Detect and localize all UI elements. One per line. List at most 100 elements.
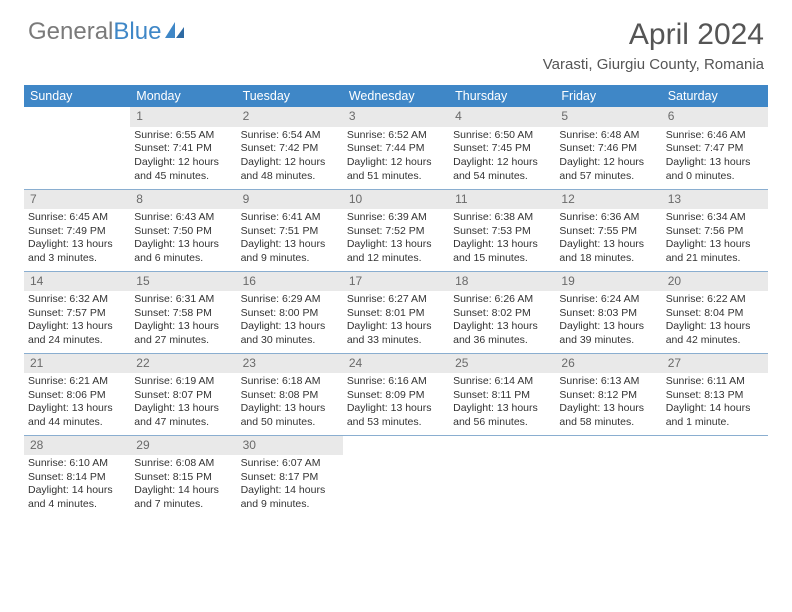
calendar-cell: 18Sunrise: 6:26 AMSunset: 8:02 PMDayligh…: [449, 271, 555, 353]
day-number: 3: [343, 107, 449, 127]
calendar-cell: 10Sunrise: 6:39 AMSunset: 7:52 PMDayligh…: [343, 189, 449, 271]
day-number: 15: [130, 272, 236, 292]
day-number: 20: [662, 272, 768, 292]
calendar-cell: 1Sunrise: 6:55 AMSunset: 7:41 PMDaylight…: [130, 107, 236, 189]
calendar-cell: 28Sunrise: 6:10 AMSunset: 8:14 PMDayligh…: [24, 435, 130, 517]
calendar-cell: ..: [662, 435, 768, 517]
day-number: 8: [130, 190, 236, 210]
day-body: Sunrise: 6:10 AMSunset: 8:14 PMDaylight:…: [24, 455, 130, 516]
logo: GeneralBlue: [28, 18, 186, 46]
day-body: Sunrise: 6:27 AMSunset: 8:01 PMDaylight:…: [343, 291, 449, 352]
day-number: 10: [343, 190, 449, 210]
day-body: Sunrise: 6:11 AMSunset: 8:13 PMDaylight:…: [662, 373, 768, 434]
day-body: Sunrise: 6:08 AMSunset: 8:15 PMDaylight:…: [130, 455, 236, 516]
calendar-cell: 24Sunrise: 6:16 AMSunset: 8:09 PMDayligh…: [343, 353, 449, 435]
calendar-cell: ..: [343, 435, 449, 517]
day-number: 29: [130, 436, 236, 456]
day-number: 24: [343, 354, 449, 374]
day-number: 27: [662, 354, 768, 374]
day-body: Sunrise: 6:48 AMSunset: 7:46 PMDaylight:…: [555, 127, 661, 188]
logo-text-blue: Blue: [113, 18, 161, 45]
day-body: Sunrise: 6:14 AMSunset: 8:11 PMDaylight:…: [449, 373, 555, 434]
day-number: 13: [662, 190, 768, 210]
day-body: Sunrise: 6:13 AMSunset: 8:12 PMDaylight:…: [555, 373, 661, 434]
day-header: Saturday: [662, 85, 768, 107]
day-header: Wednesday: [343, 85, 449, 107]
day-body: Sunrise: 6:54 AMSunset: 7:42 PMDaylight:…: [237, 127, 343, 188]
calendar-cell: ..: [449, 435, 555, 517]
calendar-cell: 2Sunrise: 6:54 AMSunset: 7:42 PMDaylight…: [237, 107, 343, 189]
calendar-table: SundayMondayTuesdayWednesdayThursdayFrid…: [24, 85, 768, 517]
day-body: Sunrise: 6:41 AMSunset: 7:51 PMDaylight:…: [237, 209, 343, 270]
day-body: Sunrise: 6:39 AMSunset: 7:52 PMDaylight:…: [343, 209, 449, 270]
day-number: 12: [555, 190, 661, 210]
calendar-cell: 5Sunrise: 6:48 AMSunset: 7:46 PMDaylight…: [555, 107, 661, 189]
day-number: 28: [24, 436, 130, 456]
day-body: Sunrise: 6:31 AMSunset: 7:58 PMDaylight:…: [130, 291, 236, 352]
day-number: 11: [449, 190, 555, 210]
calendar-cell: 27Sunrise: 6:11 AMSunset: 8:13 PMDayligh…: [662, 353, 768, 435]
day-body: Sunrise: 6:55 AMSunset: 7:41 PMDaylight:…: [130, 127, 236, 188]
calendar-cell: 26Sunrise: 6:13 AMSunset: 8:12 PMDayligh…: [555, 353, 661, 435]
calendar-cell: 25Sunrise: 6:14 AMSunset: 8:11 PMDayligh…: [449, 353, 555, 435]
day-body: Sunrise: 6:24 AMSunset: 8:03 PMDaylight:…: [555, 291, 661, 352]
calendar-cell: 4Sunrise: 6:50 AMSunset: 7:45 PMDaylight…: [449, 107, 555, 189]
day-body: Sunrise: 6:26 AMSunset: 8:02 PMDaylight:…: [449, 291, 555, 352]
calendar-head: SundayMondayTuesdayWednesdayThursdayFrid…: [24, 85, 768, 107]
day-number: 23: [237, 354, 343, 374]
calendar-cell: 17Sunrise: 6:27 AMSunset: 8:01 PMDayligh…: [343, 271, 449, 353]
calendar-cell: 11Sunrise: 6:38 AMSunset: 7:53 PMDayligh…: [449, 189, 555, 271]
day-body: Sunrise: 6:19 AMSunset: 8:07 PMDaylight:…: [130, 373, 236, 434]
calendar-cell: ..: [555, 435, 661, 517]
calendar-body: ..1Sunrise: 6:55 AMSunset: 7:41 PMDaylig…: [24, 107, 768, 517]
day-number: 2: [237, 107, 343, 127]
day-header: Friday: [555, 85, 661, 107]
calendar-cell: 13Sunrise: 6:34 AMSunset: 7:56 PMDayligh…: [662, 189, 768, 271]
day-body: Sunrise: 6:16 AMSunset: 8:09 PMDaylight:…: [343, 373, 449, 434]
day-body: Sunrise: 6:22 AMSunset: 8:04 PMDaylight:…: [662, 291, 768, 352]
day-number: 1: [130, 107, 236, 127]
day-body: Sunrise: 6:38 AMSunset: 7:53 PMDaylight:…: [449, 209, 555, 270]
day-body: Sunrise: 6:29 AMSunset: 8:00 PMDaylight:…: [237, 291, 343, 352]
location: Varasti, Giurgiu County, Romania: [543, 56, 764, 73]
calendar-cell: 14Sunrise: 6:32 AMSunset: 7:57 PMDayligh…: [24, 271, 130, 353]
day-number: 19: [555, 272, 661, 292]
day-body: Sunrise: 6:07 AMSunset: 8:17 PMDaylight:…: [237, 455, 343, 516]
calendar-cell: 9Sunrise: 6:41 AMSunset: 7:51 PMDaylight…: [237, 189, 343, 271]
calendar-cell: 6Sunrise: 6:46 AMSunset: 7:47 PMDaylight…: [662, 107, 768, 189]
calendar-cell: 29Sunrise: 6:08 AMSunset: 8:15 PMDayligh…: [130, 435, 236, 517]
calendar-cell: 21Sunrise: 6:21 AMSunset: 8:06 PMDayligh…: [24, 353, 130, 435]
day-number: 26: [555, 354, 661, 374]
calendar-cell: 12Sunrise: 6:36 AMSunset: 7:55 PMDayligh…: [555, 189, 661, 271]
logo-text-general: General: [28, 18, 113, 46]
day-body: Sunrise: 6:21 AMSunset: 8:06 PMDaylight:…: [24, 373, 130, 434]
calendar-cell: 16Sunrise: 6:29 AMSunset: 8:00 PMDayligh…: [237, 271, 343, 353]
day-body: Sunrise: 6:50 AMSunset: 7:45 PMDaylight:…: [449, 127, 555, 188]
day-body: Sunrise: 6:36 AMSunset: 7:55 PMDaylight:…: [555, 209, 661, 270]
day-number: 5: [555, 107, 661, 127]
logo-sail-icon: [164, 21, 186, 39]
day-body: Sunrise: 6:18 AMSunset: 8:08 PMDaylight:…: [237, 373, 343, 434]
day-number: 18: [449, 272, 555, 292]
day-number: 7: [24, 190, 130, 210]
day-number: 6: [662, 107, 768, 127]
calendar-cell: 19Sunrise: 6:24 AMSunset: 8:03 PMDayligh…: [555, 271, 661, 353]
day-number: 30: [237, 436, 343, 456]
calendar-cell: 20Sunrise: 6:22 AMSunset: 8:04 PMDayligh…: [662, 271, 768, 353]
day-number: 14: [24, 272, 130, 292]
day-number: 9: [237, 190, 343, 210]
day-number: 4: [449, 107, 555, 127]
calendar-cell: 22Sunrise: 6:19 AMSunset: 8:07 PMDayligh…: [130, 353, 236, 435]
calendar-cell: 8Sunrise: 6:43 AMSunset: 7:50 PMDaylight…: [130, 189, 236, 271]
title-block: April 2024 Varasti, Giurgiu County, Roma…: [543, 18, 764, 73]
calendar-cell: 7Sunrise: 6:45 AMSunset: 7:49 PMDaylight…: [24, 189, 130, 271]
calendar-cell: ..: [24, 107, 130, 189]
month-title: April 2024: [543, 18, 764, 52]
calendar-cell: 23Sunrise: 6:18 AMSunset: 8:08 PMDayligh…: [237, 353, 343, 435]
day-body: Sunrise: 6:45 AMSunset: 7:49 PMDaylight:…: [24, 209, 130, 270]
calendar-cell: 3Sunrise: 6:52 AMSunset: 7:44 PMDaylight…: [343, 107, 449, 189]
day-header: Tuesday: [237, 85, 343, 107]
day-body: Sunrise: 6:43 AMSunset: 7:50 PMDaylight:…: [130, 209, 236, 270]
calendar-cell: 15Sunrise: 6:31 AMSunset: 7:58 PMDayligh…: [130, 271, 236, 353]
header: GeneralBlue April 2024 Varasti, Giurgiu …: [0, 0, 792, 79]
